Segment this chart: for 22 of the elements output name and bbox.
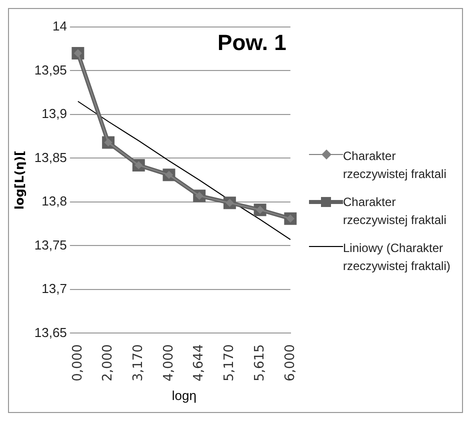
legend-label: Charakter rzeczywistej fraktali (343, 194, 448, 228)
y-tick-label: 14 (52, 18, 67, 34)
y-tick-label: 13,7 (42, 281, 67, 296)
y-tick-label: 13,8 (42, 194, 67, 209)
x-tick-label: 2,000 (100, 344, 116, 382)
y-tick-label: 13,75 (34, 237, 67, 252)
x-tick-label: 0,000 (70, 344, 86, 382)
legend-label: Liniowy (Charakter rzeczywistej fraktali) (343, 240, 452, 274)
x-tick-label: 4,644 (192, 344, 207, 382)
y-tick-label: 13,85 (34, 150, 67, 165)
chart-title: Pow. 1 (218, 30, 286, 56)
x-tick-label: 5,615 (252, 344, 268, 382)
x-axis-title: logη (172, 388, 196, 403)
x-tick-label: 6,000 (282, 344, 298, 382)
x-tick-label: 4,000 (161, 344, 176, 382)
y-tick-label: 13,65 (34, 324, 67, 340)
y-axis-title: log[L(η)[ (12, 150, 26, 210)
y-tick-label: 13,9 (42, 106, 67, 122)
legend-label: Charakter rzeczywistej fraktali (343, 148, 448, 182)
y-tick-label: 13,95 (34, 62, 67, 78)
x-tick-label: 3,170 (131, 344, 146, 382)
x-tick-label: 5,170 (222, 344, 238, 382)
